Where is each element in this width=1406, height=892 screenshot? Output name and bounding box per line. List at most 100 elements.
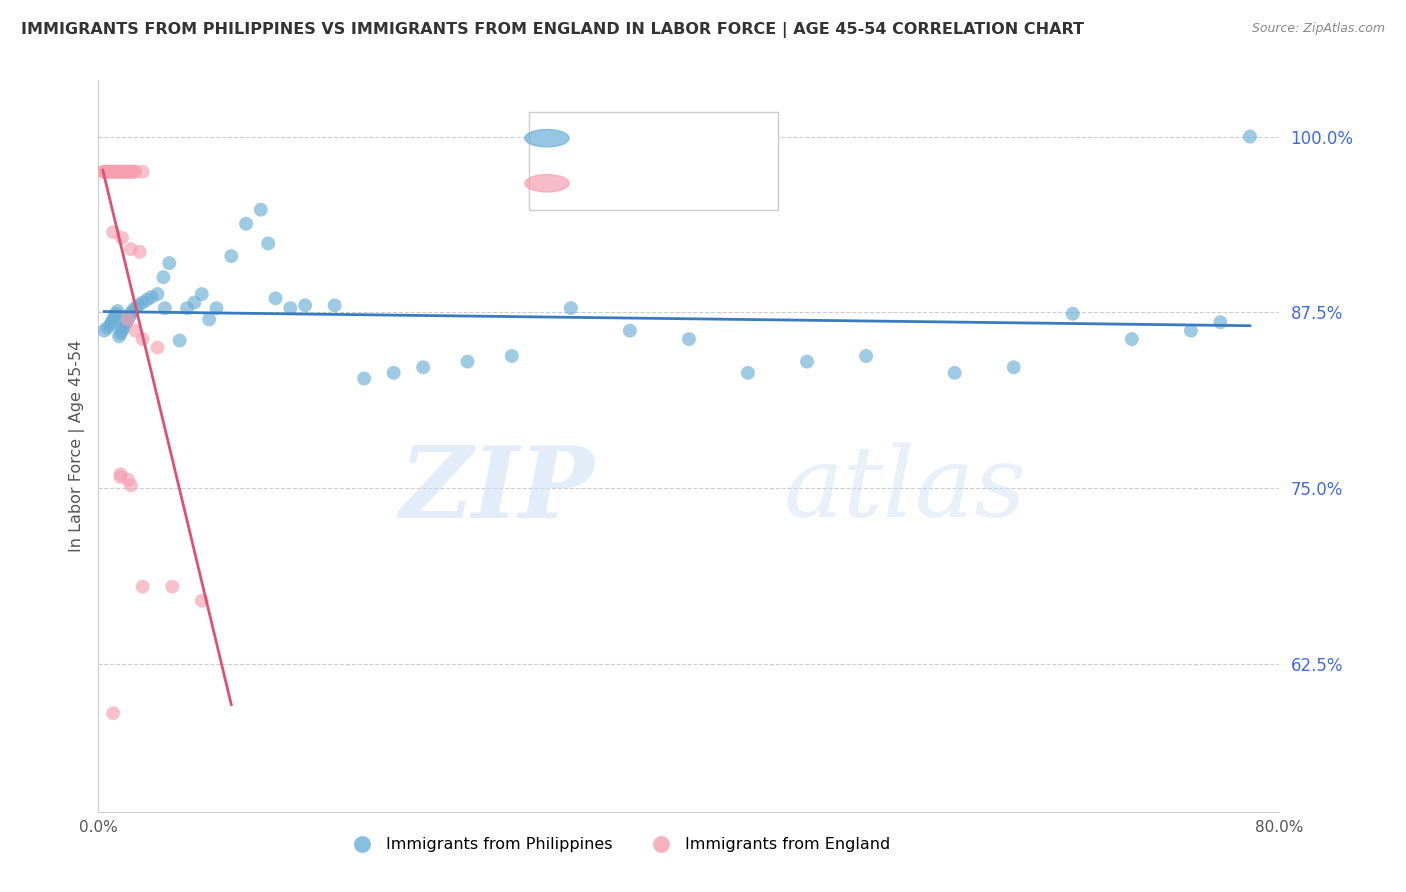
Point — [737, 366, 759, 380]
Point — [191, 593, 214, 607]
Point — [110, 326, 132, 341]
Point — [122, 165, 145, 179]
Point — [97, 165, 120, 179]
Point — [124, 165, 146, 179]
Point — [136, 293, 159, 307]
Y-axis label: In Labor Force | Age 45-54: In Labor Force | Age 45-54 — [69, 340, 84, 552]
Point — [118, 165, 141, 179]
Point — [93, 324, 115, 338]
Point — [153, 301, 176, 315]
Point — [117, 312, 139, 326]
Point — [280, 301, 302, 315]
Point — [157, 256, 180, 270]
Point — [382, 366, 405, 380]
Point — [115, 315, 138, 329]
Point — [91, 165, 114, 179]
Point — [678, 332, 700, 346]
Point — [560, 301, 582, 315]
Point — [162, 580, 183, 594]
Point — [121, 304, 143, 318]
Point — [152, 270, 174, 285]
Point — [146, 341, 169, 355]
Point — [1180, 324, 1202, 338]
Point — [198, 312, 221, 326]
Point — [205, 301, 228, 315]
Point — [105, 165, 128, 179]
Point — [176, 301, 198, 315]
Point — [103, 225, 125, 239]
Point — [108, 165, 131, 179]
Point — [1062, 307, 1084, 321]
Point — [1121, 332, 1143, 346]
Point — [796, 354, 818, 368]
Point — [855, 349, 877, 363]
Point — [943, 366, 966, 380]
Point — [120, 307, 142, 321]
Point — [107, 165, 129, 179]
Point — [169, 334, 191, 348]
Point — [1239, 129, 1261, 144]
Point — [120, 165, 142, 179]
Point — [183, 295, 205, 310]
Point — [619, 324, 641, 338]
Point — [110, 467, 132, 482]
Point — [112, 321, 135, 335]
Point — [96, 321, 118, 335]
Text: ZIP: ZIP — [399, 442, 595, 538]
Point — [98, 165, 121, 179]
Point — [457, 354, 479, 368]
Point — [94, 165, 117, 179]
Point — [132, 165, 155, 179]
Point — [412, 360, 434, 375]
Point — [107, 304, 129, 318]
Point — [121, 165, 143, 179]
Point — [323, 298, 346, 312]
Point — [112, 165, 135, 179]
Point — [117, 473, 139, 487]
Point — [128, 244, 150, 259]
Text: Source: ZipAtlas.com: Source: ZipAtlas.com — [1251, 22, 1385, 36]
Point — [103, 165, 125, 179]
Point — [96, 165, 118, 179]
Point — [294, 298, 316, 312]
Point — [353, 371, 375, 385]
Point — [111, 231, 134, 245]
Point — [103, 312, 125, 326]
Point — [146, 287, 169, 301]
Point — [132, 580, 155, 594]
Point — [104, 165, 127, 179]
Point — [93, 165, 115, 179]
Point — [117, 165, 139, 179]
Point — [124, 301, 146, 315]
Point — [501, 349, 523, 363]
Point — [108, 329, 131, 343]
Point — [100, 315, 122, 329]
Point — [115, 165, 138, 179]
Point — [1002, 360, 1025, 375]
Point — [104, 310, 127, 324]
Point — [191, 287, 214, 301]
Point — [114, 165, 136, 179]
Point — [120, 242, 142, 256]
Text: atlas: atlas — [783, 442, 1026, 538]
Point — [124, 324, 146, 338]
Point — [114, 318, 136, 332]
Point — [105, 307, 128, 321]
Point — [250, 202, 273, 217]
Legend: Immigrants from Philippines, Immigrants from England: Immigrants from Philippines, Immigrants … — [340, 830, 896, 859]
Point — [110, 165, 132, 179]
Point — [110, 470, 132, 484]
Point — [111, 324, 134, 338]
Point — [120, 478, 142, 492]
Point — [98, 318, 121, 332]
Point — [141, 290, 163, 304]
Point — [111, 165, 134, 179]
Point — [103, 706, 125, 721]
Point — [127, 298, 149, 312]
Point — [1209, 315, 1232, 329]
Point — [221, 249, 243, 263]
Point — [264, 291, 287, 305]
Point — [117, 312, 139, 326]
Text: IMMIGRANTS FROM PHILIPPINES VS IMMIGRANTS FROM ENGLAND IN LABOR FORCE | AGE 45-5: IMMIGRANTS FROM PHILIPPINES VS IMMIGRANT… — [21, 22, 1084, 38]
Point — [100, 165, 122, 179]
